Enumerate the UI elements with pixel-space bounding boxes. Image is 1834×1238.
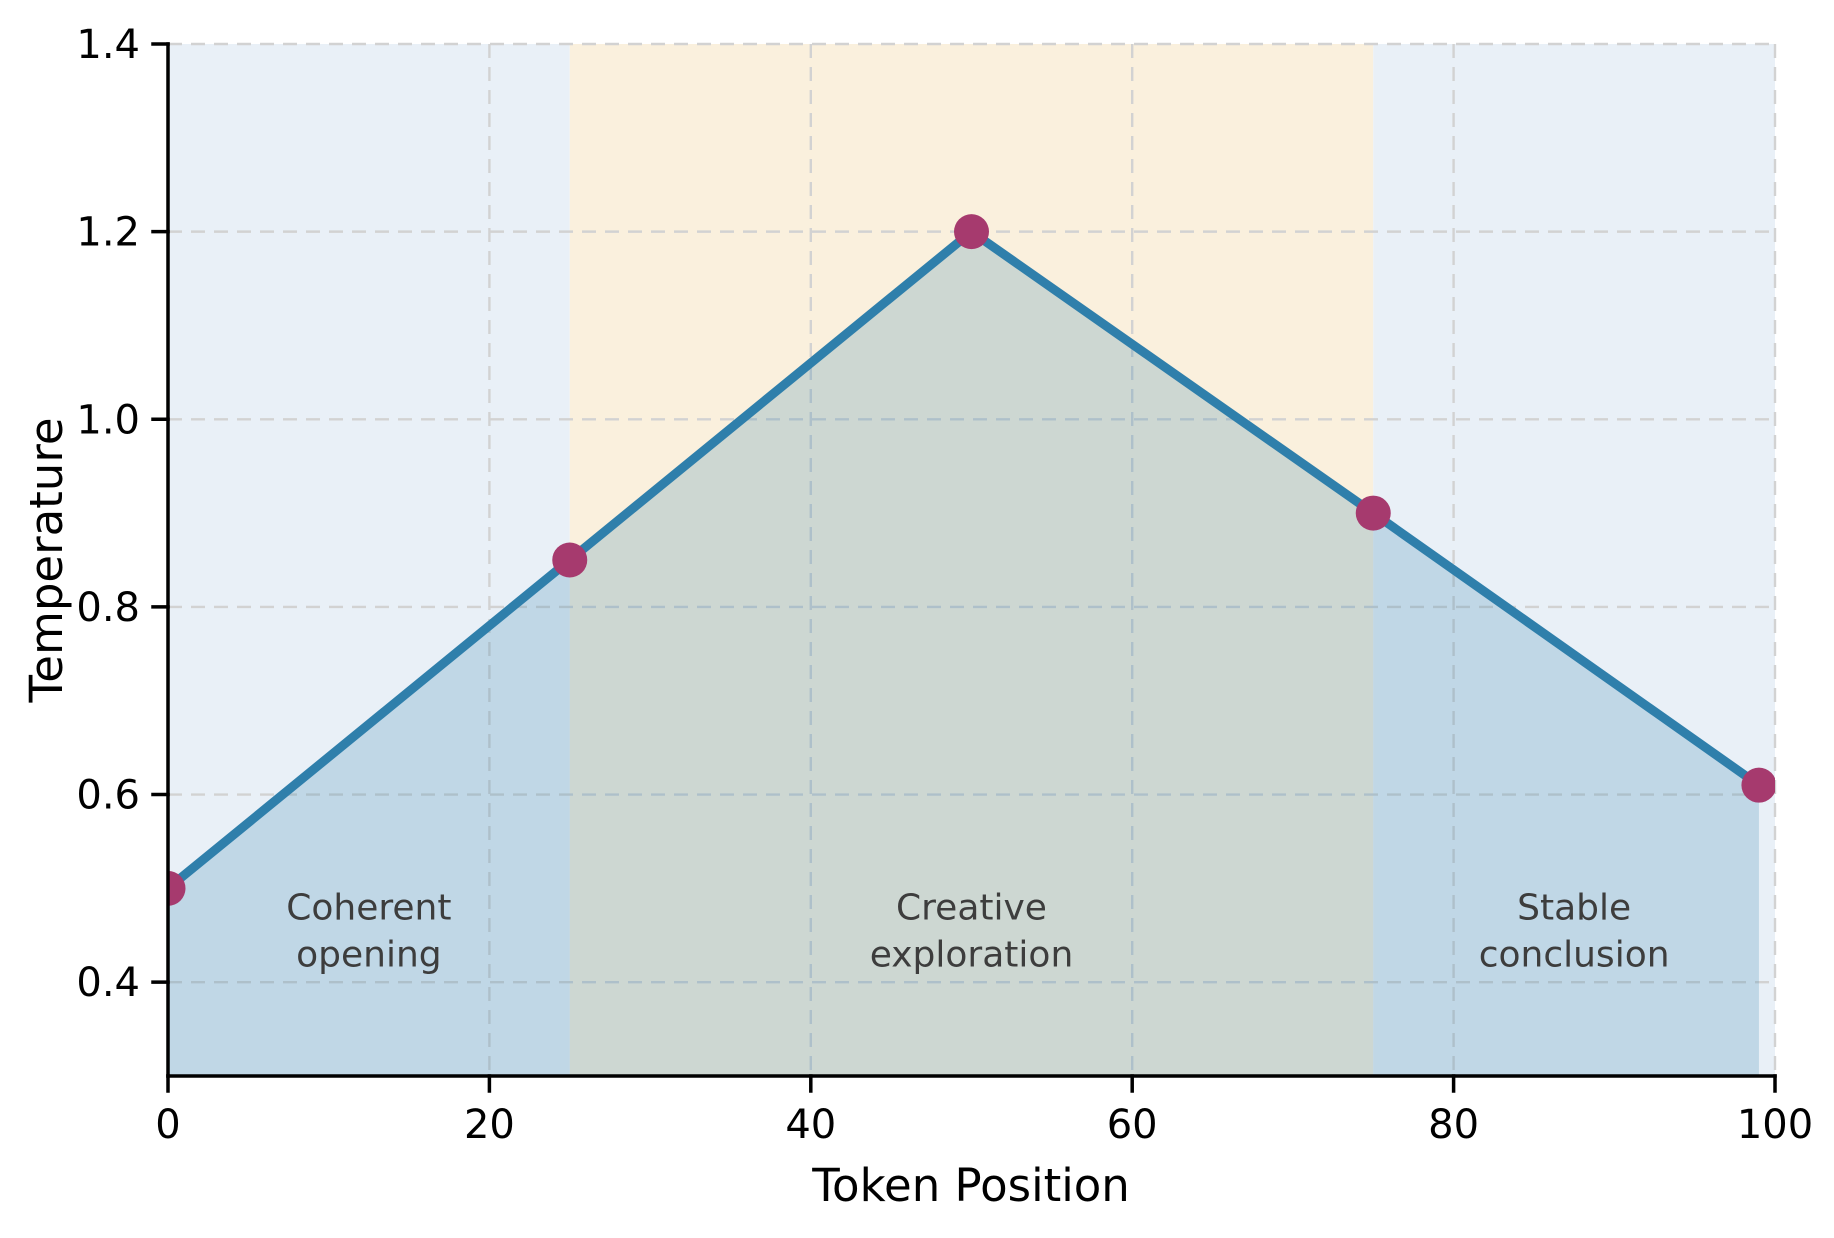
x-tick-label: 80 <box>1428 1102 1479 1148</box>
region-label-0-line-0: Coherent <box>286 888 451 929</box>
region-label-1-line-0: Creative <box>896 888 1047 929</box>
y-tick-label: 1.2 <box>76 210 140 256</box>
axes-spines-ticks <box>151 42 1777 1093</box>
x-tick-label: 40 <box>785 1102 836 1148</box>
region-labels: Coherent opening Creative exploration Stable… <box>286 888 1669 976</box>
data-point-markers <box>168 214 1775 906</box>
x-tick-label: 60 <box>1107 1102 1158 1148</box>
data-point-marker <box>552 542 588 578</box>
data-point-marker <box>1355 495 1391 531</box>
y-tick-label: 0.6 <box>76 773 140 819</box>
x-tick-label: 20 <box>464 1102 515 1148</box>
region-band-0 <box>168 44 570 1076</box>
region-label-1-line-1: exploration <box>870 935 1074 976</box>
temperature-area-fill <box>168 231 1759 1076</box>
tick-labels: 0 20 40 60 80 100 0.4 0.6 0.8 1.0 1.2 1.4 <box>76 22 1813 1148</box>
y-tick-label: 0.4 <box>76 960 140 1006</box>
data-point-marker <box>954 214 989 250</box>
x-tick-label: 100 <box>1737 1102 1813 1148</box>
x-axis-label: Token Position <box>811 1159 1130 1212</box>
y-axis-label: Temperature <box>20 417 73 703</box>
data-point-marker <box>1741 767 1775 803</box>
y-tick-label: 1.4 <box>76 22 140 68</box>
data-point-marker <box>168 870 186 906</box>
x-tick-label: 0 <box>155 1102 180 1148</box>
y-tick-label: 0.8 <box>76 585 140 631</box>
y-tick-label: 1.0 <box>76 397 140 443</box>
region-label-2-line-1: conclusion <box>1479 935 1670 976</box>
area-fill <box>168 231 1759 1076</box>
region-label-0-line-1: opening <box>296 935 442 976</box>
region-label-2-line-0: Stable <box>1517 888 1631 929</box>
